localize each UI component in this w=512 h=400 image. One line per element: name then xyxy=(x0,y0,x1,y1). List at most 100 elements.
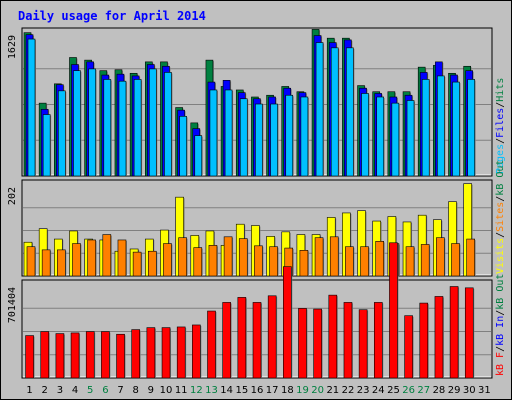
kbf-bar xyxy=(328,294,338,379)
legend-entry: kB F xyxy=(495,352,506,376)
kbf-bar xyxy=(434,296,444,379)
pages-bar xyxy=(270,103,278,177)
sites-bar xyxy=(238,238,248,277)
pages-files-hits-legend: Pages/Files/Hits xyxy=(495,78,506,174)
legend-entry: kB Out xyxy=(495,274,506,310)
day-label: 28 xyxy=(433,385,446,396)
sites-bar xyxy=(193,247,203,277)
legend-entry: / xyxy=(495,102,506,108)
pages-bar xyxy=(467,79,475,177)
pages-bar xyxy=(58,90,66,177)
day-label: 3 xyxy=(57,385,63,396)
pages-bar xyxy=(27,38,36,177)
kbf-bar xyxy=(222,302,231,379)
pages-bar xyxy=(285,94,294,177)
day-label: 11 xyxy=(175,385,188,396)
day-label: 22 xyxy=(342,385,355,396)
kbf-bar xyxy=(404,315,413,379)
pages-bar xyxy=(437,75,445,177)
day-label: 13 xyxy=(205,385,218,396)
pages-bar xyxy=(421,79,430,177)
kbf-bar xyxy=(85,331,95,379)
day-label: 16 xyxy=(251,385,264,396)
legend-entry: / xyxy=(495,232,506,238)
sites-bar xyxy=(208,245,218,277)
kbf-bar xyxy=(464,287,474,379)
day-label: 2 xyxy=(42,385,48,396)
kbf-bar xyxy=(116,333,125,379)
pages-bar xyxy=(194,135,203,177)
sites-bar xyxy=(26,246,36,277)
sites-bar xyxy=(269,246,278,277)
day-label: 5 xyxy=(87,385,93,396)
kbf-bar xyxy=(25,335,34,379)
kbf-bar xyxy=(389,242,398,379)
sites-bar xyxy=(223,236,233,277)
pages-bar xyxy=(315,42,324,177)
kb-transfer-legend: kB F/kB In/kB Out xyxy=(495,274,506,376)
kbf-bar xyxy=(373,302,383,379)
sites-bar xyxy=(299,250,309,277)
sites-bar xyxy=(72,243,81,277)
kbf-bar xyxy=(101,331,110,379)
kbf-bar xyxy=(343,302,353,379)
kbf-bar xyxy=(419,302,429,379)
visits-sites-max-label: 202 xyxy=(7,187,18,205)
day-label: 30 xyxy=(463,385,476,396)
legend-entry: kB Out xyxy=(495,160,506,196)
sites-bar xyxy=(178,237,187,277)
sites-bar xyxy=(375,241,385,277)
pages-bar xyxy=(118,80,127,177)
day-label: 20 xyxy=(311,385,324,396)
pages-bar xyxy=(88,68,96,177)
legend-entry: / xyxy=(495,346,506,352)
day-label: 29 xyxy=(448,385,461,396)
kbf-bar xyxy=(313,308,322,379)
kbf-bar xyxy=(358,309,368,379)
legend-entry: Sites xyxy=(495,202,506,232)
legend-entry: / xyxy=(495,196,506,202)
kbf-bar xyxy=(40,331,50,379)
pages-bar xyxy=(255,103,263,177)
day-label: 25 xyxy=(387,385,400,396)
pages-bar xyxy=(42,114,51,177)
kbf-bar xyxy=(207,310,216,379)
day-label: 26 xyxy=(402,385,415,396)
chart-title: Daily usage for April 2014 xyxy=(18,9,206,23)
kbf-bar xyxy=(267,295,277,379)
legend-entry: / xyxy=(495,138,506,144)
pages-bar xyxy=(376,96,385,177)
pages-bar xyxy=(346,47,354,177)
legend-entry: Pages xyxy=(495,144,506,174)
day-label: 19 xyxy=(296,385,309,396)
sites-bar xyxy=(451,243,460,277)
pages-bar xyxy=(406,100,415,177)
sites-bar xyxy=(329,236,339,277)
kbf-bar xyxy=(70,332,80,379)
sites-bar xyxy=(132,251,142,277)
sites-bar xyxy=(360,246,369,277)
day-label: 10 xyxy=(160,385,173,396)
pages-bar xyxy=(224,89,233,177)
legend-entry: Visits xyxy=(495,238,506,274)
pages-files-hits-max-label: 1629 xyxy=(7,35,18,59)
visits-sites-legend: Visits/Sites/kB Out xyxy=(495,160,506,274)
pages-bar xyxy=(330,47,339,177)
legend-entry: / xyxy=(495,310,506,316)
day-label: 4 xyxy=(72,385,78,396)
pages-bar xyxy=(452,81,460,177)
day-label: 6 xyxy=(102,385,108,396)
sites-bar xyxy=(436,237,445,277)
sites-bar xyxy=(254,245,263,277)
kbf-bar xyxy=(161,327,171,379)
sites-bar xyxy=(466,238,475,277)
day-label: 27 xyxy=(417,385,430,396)
pages-bar xyxy=(103,79,112,177)
pages-bar xyxy=(148,68,157,177)
kbf-bar xyxy=(146,327,156,379)
sites-bar xyxy=(147,250,157,277)
pages-bar xyxy=(73,70,81,177)
day-label: 1 xyxy=(26,385,32,396)
kbf-bar xyxy=(283,266,292,379)
kbf-bar xyxy=(131,329,141,379)
